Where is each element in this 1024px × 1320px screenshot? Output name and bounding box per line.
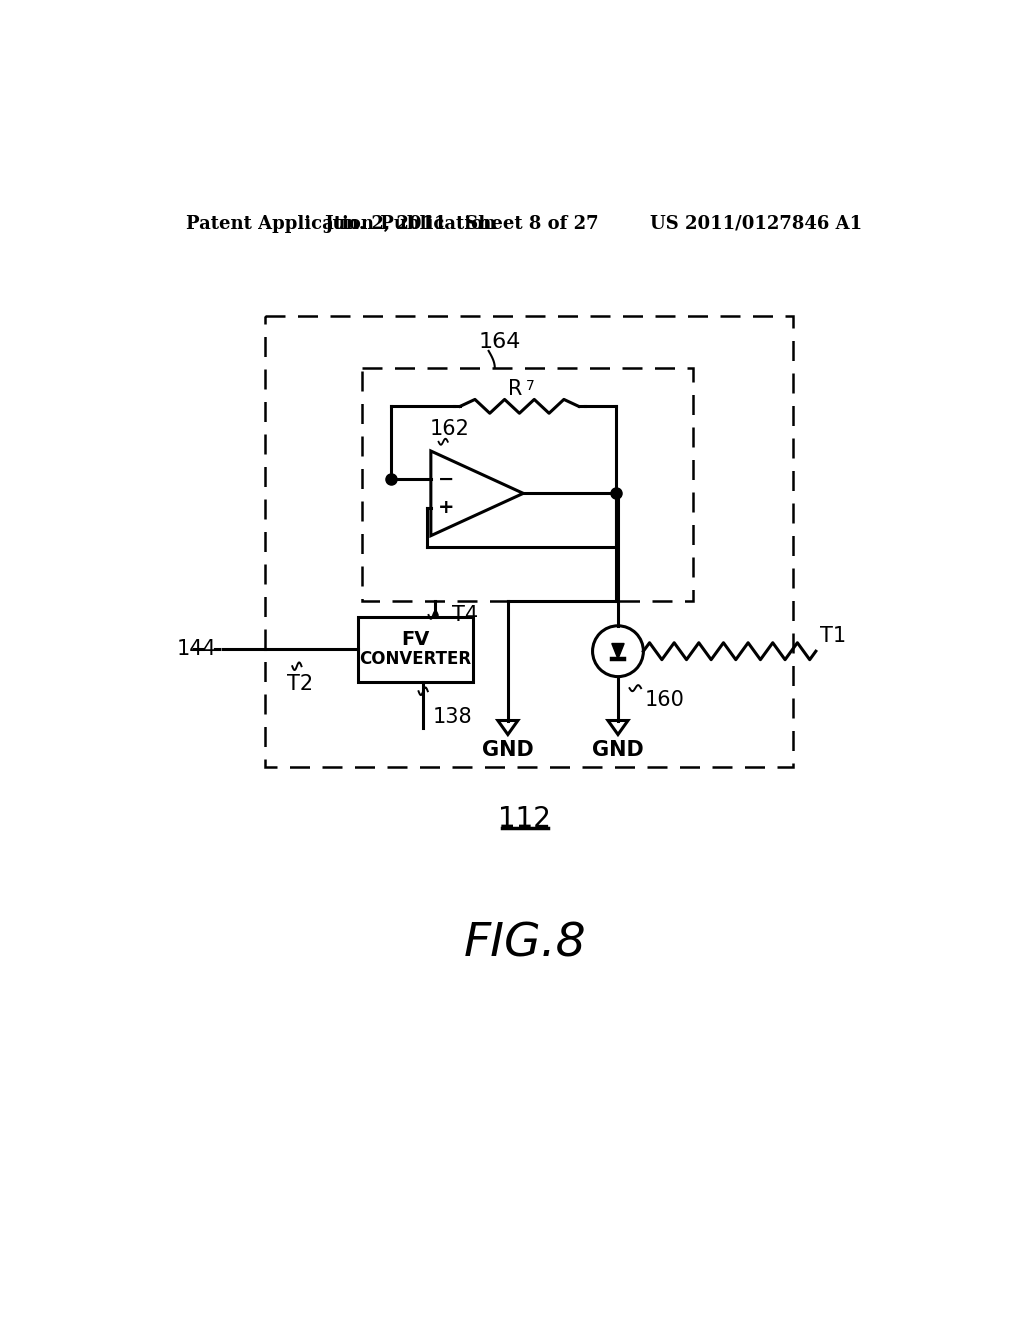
Polygon shape (357, 616, 473, 682)
Text: Jun. 2, 2011   Sheet 8 of 27: Jun. 2, 2011 Sheet 8 of 27 (325, 215, 599, 232)
Text: 144: 144 (177, 639, 217, 659)
Text: 164: 164 (479, 331, 521, 351)
Polygon shape (611, 644, 625, 659)
Text: 162: 162 (430, 420, 470, 440)
Text: FV: FV (401, 630, 430, 648)
Text: 7: 7 (525, 379, 535, 393)
Text: T1: T1 (819, 626, 846, 645)
Circle shape (593, 626, 643, 677)
Text: US 2011/0127846 A1: US 2011/0127846 A1 (650, 215, 862, 232)
Text: FIG.8: FIG.8 (464, 921, 586, 966)
Text: 138: 138 (432, 706, 472, 726)
Text: T2: T2 (287, 675, 313, 694)
Text: CONVERTER: CONVERTER (359, 651, 471, 668)
Text: GND: GND (482, 739, 534, 760)
Polygon shape (431, 451, 523, 536)
Text: T4: T4 (452, 605, 478, 624)
Text: +: + (438, 498, 455, 517)
Text: Patent Application Publication: Patent Application Publication (186, 215, 497, 232)
Text: 160: 160 (645, 690, 685, 710)
Text: R: R (508, 379, 522, 400)
Text: GND: GND (592, 739, 644, 760)
Text: −: − (438, 470, 455, 488)
Text: 112: 112 (499, 805, 551, 833)
